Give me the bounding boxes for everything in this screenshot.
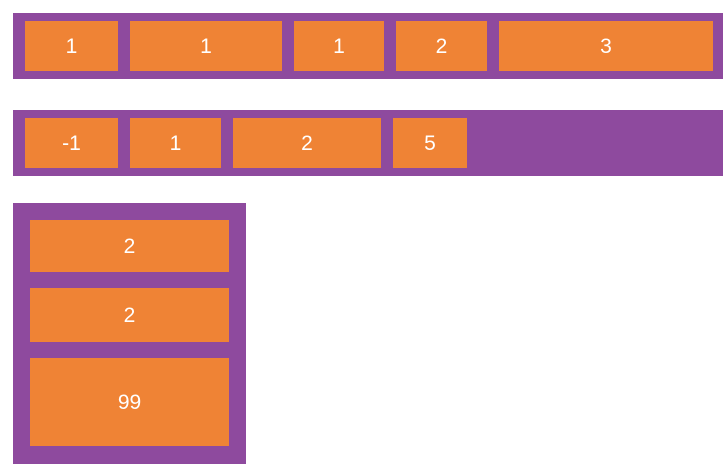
flex-demo-stage: 1 1 1 2 3 -1 1 2 5 2 2 99 [0, 13, 728, 476]
flex-item: 2 [30, 288, 229, 342]
flex-item: 1 [130, 118, 221, 168]
flex-item: 2 [396, 21, 487, 71]
flex-item: 5 [393, 118, 467, 168]
flex-row-container-2: -1 1 2 5 [13, 110, 723, 176]
flex-item: -1 [25, 118, 118, 168]
flex-item: 99 [30, 358, 229, 446]
flex-item: 2 [233, 118, 381, 168]
flex-column-container: 2 2 99 [13, 203, 246, 464]
flex-row-container-1: 1 1 1 2 3 [13, 13, 723, 79]
flex-item: 3 [499, 21, 713, 71]
flex-item: 1 [130, 21, 282, 71]
flex-item: 2 [30, 220, 229, 272]
flex-item: 1 [25, 21, 118, 71]
flex-item: 1 [294, 21, 384, 71]
